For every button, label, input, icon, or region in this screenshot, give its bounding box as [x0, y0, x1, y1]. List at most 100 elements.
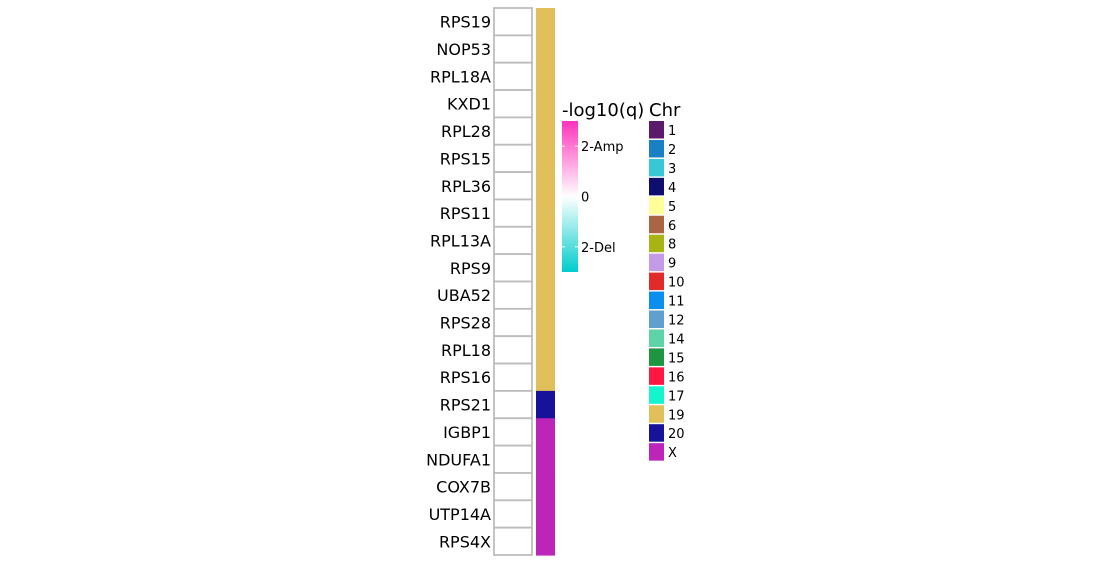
chr-legend-swatch — [649, 386, 664, 404]
chr-annotation-cell — [536, 281, 555, 310]
chr-annotation-cell — [536, 445, 555, 474]
chr-legend-swatch — [649, 329, 664, 347]
gene-label: RPS4X — [439, 532, 491, 551]
chr-annotation-cell — [536, 8, 555, 36]
chr-legend-label: 9 — [668, 257, 676, 272]
chr-annotation-cell — [536, 254, 555, 283]
heatmap-cell — [493, 389, 533, 420]
heatmap-cell — [493, 225, 533, 256]
chr-annotation-cell — [536, 90, 555, 118]
gene-label: UTP14A — [429, 505, 491, 524]
heatmap-cell — [493, 472, 533, 502]
chr-legend-swatch — [649, 234, 664, 253]
chr-annotation-cell — [536, 472, 555, 501]
heatmap-cell — [493, 7, 533, 37]
colorbar-tick-label: 0 — [581, 191, 589, 206]
chr-legend-label: 8 — [668, 238, 676, 253]
chr-legend-swatch — [649, 158, 664, 177]
chr-annotation-cell — [536, 363, 555, 392]
chr-annotation-cell — [536, 390, 555, 419]
gene-label: RPL18 — [441, 341, 491, 360]
chromosome-annotation-bar — [536, 8, 555, 556]
chr-annotation-cell — [536, 172, 555, 201]
chr-legend-swatch — [649, 177, 664, 196]
chr-legend-label: 20 — [668, 427, 685, 442]
chr-legend-swatch — [649, 310, 664, 328]
gene-label: RPL28 — [441, 122, 491, 141]
chr-legend-swatch — [649, 215, 664, 234]
gene-labels: RPS19 NOP53 RPL18A KXD1 RPL28 RPS15 RPL36 RPS11… — [426, 13, 491, 552]
chr-annotation-cell — [536, 144, 555, 173]
chr-annotation-cell — [536, 336, 555, 365]
heatmap-cell — [493, 417, 533, 447]
heatmap-cells — [493, 7, 533, 556]
chr-legend-label: 3 — [668, 162, 676, 177]
chr-legend-label: 11 — [668, 295, 685, 310]
chr-legend-label: 6 — [668, 219, 676, 234]
gene-label: RPL13A — [430, 231, 491, 250]
gene-label: RPS28 — [440, 314, 491, 333]
chr-legend-swatch — [649, 253, 664, 272]
chr-legend-label: 12 — [668, 314, 685, 329]
chr-legend-swatch — [649, 424, 664, 442]
chr-annotation-cell — [536, 500, 555, 529]
chr-legend-label: 4 — [668, 181, 676, 196]
gene-label: UBA52 — [437, 286, 491, 305]
gene-label: RPS16 — [440, 368, 491, 387]
chr-legend-title: Chr — [649, 100, 681, 121]
chr-legend-swatch — [649, 367, 664, 385]
heatmap-cell — [493, 253, 533, 283]
chr-legend-label: 17 — [668, 389, 685, 404]
chr-legend-swatch — [649, 139, 664, 158]
heatmap-cell — [493, 335, 533, 365]
gene-label: RPS9 — [450, 259, 491, 278]
chr-annotation-cell — [536, 226, 555, 255]
chr-legend-label: 5 — [668, 200, 676, 215]
chr-legend-label: 14 — [668, 332, 685, 347]
heatmap-cell — [493, 526, 533, 556]
chr-legend-swatch — [649, 443, 664, 461]
gene-label: RPS15 — [440, 149, 491, 168]
chr-legend-swatch — [649, 272, 664, 291]
gene-label: NDUFA1 — [426, 450, 491, 469]
chr-legend-swatch — [649, 121, 664, 139]
heatmap-cell — [493, 61, 533, 91]
colorbar-legend: -log10(q) 2-Amp 0 2-Del — [562, 100, 644, 272]
gene-label: RPS19 — [440, 13, 491, 32]
chr-legend-swatch — [649, 291, 664, 310]
gene-label: IGBP1 — [443, 423, 491, 442]
heatmap-cell — [493, 499, 533, 529]
chr-legend-label: 19 — [668, 408, 685, 423]
heatmap-cell — [493, 307, 533, 338]
colorbar-title: -log10(q) — [562, 100, 644, 121]
gene-label: RPL18A — [430, 67, 491, 86]
gene-label: COX7B — [436, 478, 491, 497]
heatmap-cell — [493, 171, 533, 201]
chr-annotation-cell — [536, 199, 555, 228]
heatmap-cell — [493, 34, 533, 64]
gene-label: RPS21 — [440, 396, 491, 415]
heatmap-cell — [493, 362, 533, 392]
chr-annotation-cell — [536, 308, 555, 337]
heatmap-cell — [493, 444, 533, 474]
chr-legend-label: 15 — [668, 351, 685, 366]
chr-annotation-cell — [536, 62, 555, 91]
gene-label: NOP53 — [436, 40, 491, 59]
chr-legend-label: 2 — [668, 143, 676, 158]
heatmap-cell — [493, 89, 533, 119]
chr-annotation-cell — [536, 35, 555, 64]
gene-label: RPS11 — [440, 204, 491, 223]
chr-legend-label: 10 — [668, 276, 685, 291]
gene-label: KXD1 — [447, 95, 491, 114]
chr-annotation-cell — [536, 117, 555, 146]
colorbar-gradient — [562, 121, 578, 272]
chr-legend-label: 16 — [668, 370, 685, 385]
chr-legend-label: 1 — [668, 124, 676, 139]
chr-legend-swatch — [649, 196, 664, 215]
heatmap-cell — [493, 280, 533, 310]
chr-legend-label: X — [668, 446, 677, 461]
heatmap-cell — [493, 116, 533, 146]
gene-label: RPL36 — [441, 177, 491, 196]
colorbar-tick-label: 2-Del — [581, 241, 616, 256]
